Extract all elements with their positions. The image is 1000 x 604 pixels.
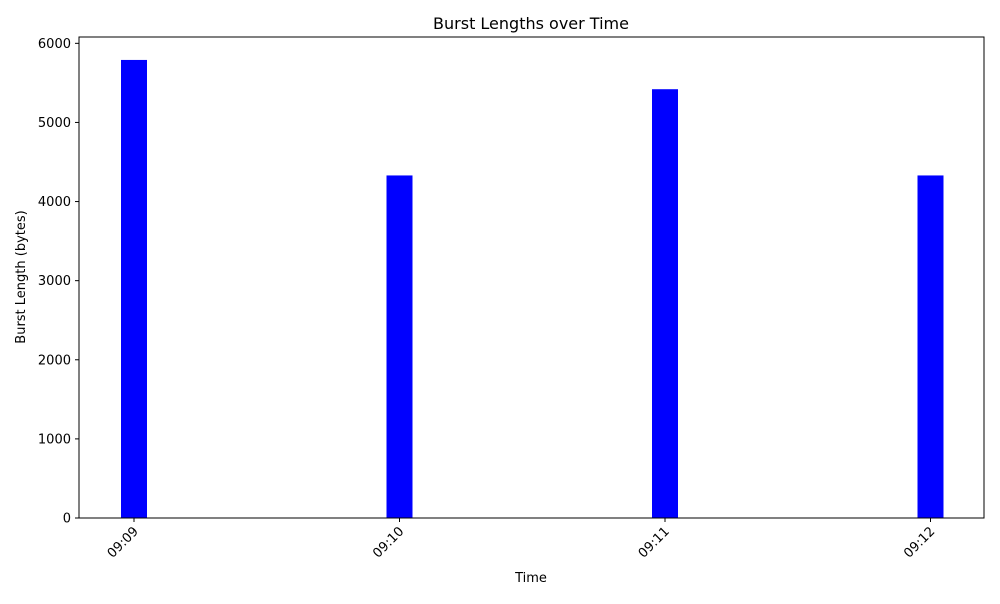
y-tick-label: 5000 — [38, 116, 71, 131]
bar-09:11 — [652, 89, 678, 519]
y-tick-label: 4000 — [38, 195, 71, 210]
y-tick-label: 0 — [63, 512, 71, 527]
bar-09:10 — [386, 175, 413, 518]
y-axis-label: Burst Length (bytes) — [14, 210, 29, 343]
plot-frame — [78, 36, 985, 519]
y-axis: 0 1000 2000 3000 4000 5000 6000 — [38, 37, 79, 527]
x-axis: 09:09 09:10 09:11 09:12 — [105, 518, 938, 561]
y-tick-label: 1000 — [38, 432, 71, 447]
y-tick-label: 6000 — [38, 37, 71, 52]
chart-title: Burst Lengths over Time — [433, 14, 629, 33]
bar-09:12 — [917, 175, 944, 518]
bar-09:09 — [121, 59, 147, 518]
y-tick-label: 3000 — [38, 274, 71, 289]
x-tick-label: 09:11 — [636, 524, 673, 561]
bars-group — [121, 59, 944, 519]
x-tick-label: 09:12 — [901, 524, 938, 561]
y-tick-label: 2000 — [38, 353, 71, 368]
x-tick-label: 09:10 — [370, 524, 407, 561]
x-tick-label: 09:09 — [105, 524, 142, 561]
x-axis-label: Time — [514, 571, 547, 586]
